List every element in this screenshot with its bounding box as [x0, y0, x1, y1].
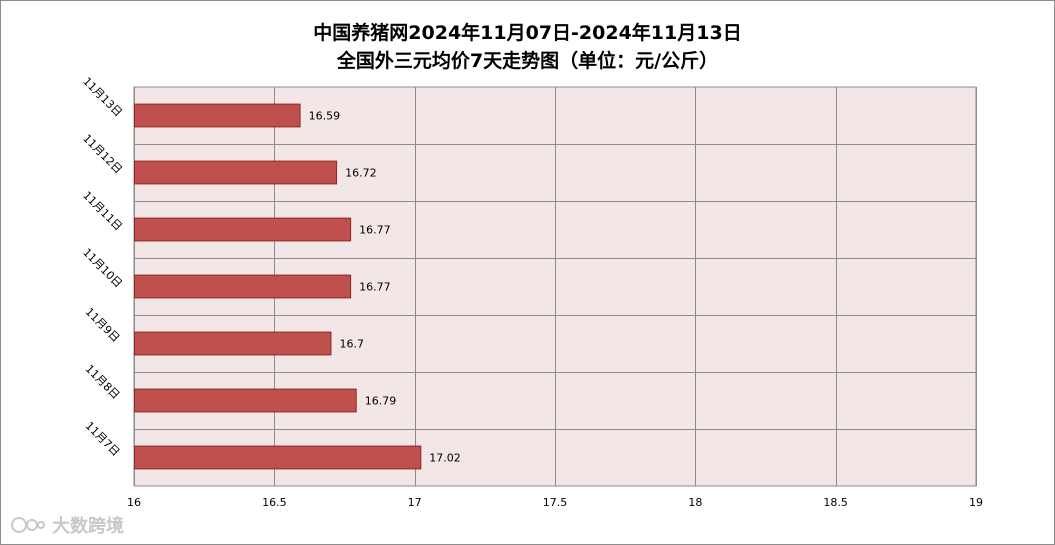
bar: [134, 160, 338, 185]
bar-value-label: 16.72: [345, 167, 377, 180]
x-tick-label: 16: [127, 496, 141, 509]
bar-value-label: 16.59: [309, 110, 341, 123]
category-label: 11月10日: [80, 246, 125, 291]
bar-value-label: 17.02: [429, 452, 461, 465]
x-tick-label: 18: [688, 496, 702, 509]
chart-title: 中国养猪网2024年11月07日-2024年11月13日: [313, 22, 742, 44]
bar-value-label: 16.77: [359, 224, 391, 237]
bar-value-label: 16.77: [359, 281, 391, 294]
bar: [134, 388, 357, 413]
watermark-text: 大数跨境: [52, 516, 124, 537]
category-label: 11月11日: [80, 189, 125, 234]
bar-value-label: 16.79: [365, 395, 397, 408]
category-label: 11月7日: [83, 419, 123, 459]
x-tick-label: 17.5: [543, 496, 568, 509]
bar: [134, 217, 352, 242]
x-tick-label: 18.5: [823, 496, 848, 509]
x-tick-label: 17: [408, 496, 422, 509]
bar: [134, 331, 332, 356]
bar-value-label: 16.7: [339, 338, 364, 351]
x-tick-label: 19: [969, 496, 983, 509]
category-label: 11月13日: [80, 75, 125, 120]
watermark: 大数跨境: [10, 512, 124, 538]
category-label: 11月12日: [80, 132, 125, 177]
watermark-logo-icon: [11, 517, 45, 533]
category-label: 11月8日: [83, 362, 123, 402]
bar: [134, 445, 422, 470]
bar: [134, 103, 301, 128]
category-label: 11月9日: [83, 305, 123, 345]
x-tick-label: 16.5: [262, 496, 287, 509]
bar: [134, 274, 352, 299]
chart-subtitle: 全国外三元均价7天走势图（单位：元/公斤）: [336, 50, 719, 72]
